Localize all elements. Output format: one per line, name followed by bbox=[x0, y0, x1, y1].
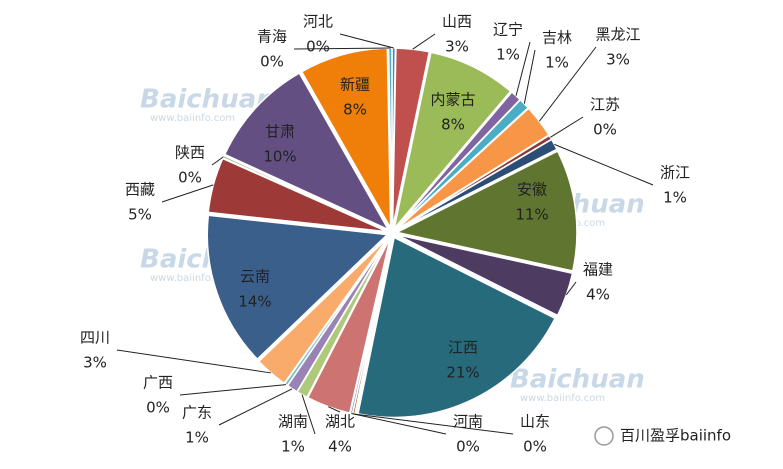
slice-value-label: 11% bbox=[515, 206, 548, 224]
slice-label: 西藏 bbox=[125, 181, 155, 199]
leader-line bbox=[179, 384, 287, 396]
slice bbox=[393, 51, 512, 229]
watermark-url: www.baiinfo.com bbox=[150, 113, 235, 124]
watermark-url: www.baiinfo.com bbox=[520, 393, 605, 404]
slice-value-label: 1% bbox=[545, 54, 569, 72]
slice-label: 湖北 bbox=[325, 413, 355, 431]
slice-label: 青海 bbox=[257, 28, 287, 46]
slice-label: 山东 bbox=[520, 413, 550, 431]
slice-value-label: 5% bbox=[128, 206, 152, 224]
slice-value-label: 0% bbox=[178, 169, 202, 187]
slice-value-label: 0% bbox=[306, 38, 330, 56]
slice-label: 广东 bbox=[182, 404, 212, 422]
slice-label: 四川 bbox=[80, 329, 110, 347]
source: 百川盈孚baiinfo bbox=[620, 427, 731, 445]
slice-value-label: 14% bbox=[238, 293, 271, 311]
slice-label: 甘肃 bbox=[265, 123, 295, 141]
slice-value-label: 21% bbox=[446, 364, 479, 382]
slice-value-label: 4% bbox=[328, 438, 352, 456]
slice-label: 陕西 bbox=[175, 144, 205, 162]
slice-label: 湖南 bbox=[278, 413, 308, 431]
slice-label: 吉林 bbox=[542, 29, 572, 47]
slice-label: 江西 bbox=[448, 339, 478, 357]
slice-value-label: 1% bbox=[663, 189, 687, 207]
leader-line bbox=[116, 349, 272, 374]
slice-value-label: 0% bbox=[523, 438, 547, 456]
slice-label: 河北 bbox=[303, 13, 333, 31]
slice-value-label: 8% bbox=[343, 101, 367, 119]
slice-value-label: 0% bbox=[593, 121, 617, 139]
leader-line bbox=[293, 47, 391, 50]
watermark-url: www.baiinfo.com bbox=[150, 273, 235, 284]
slice-value-label: 8% bbox=[441, 116, 465, 134]
slice-label: 浙江 bbox=[660, 164, 690, 182]
slice-label: 福建 bbox=[583, 261, 613, 279]
pie bbox=[206, 47, 578, 419]
slice-value-label: 10% bbox=[263, 148, 296, 166]
slice bbox=[394, 150, 578, 272]
leader-line bbox=[565, 281, 577, 296]
slice-label: 辽宁 bbox=[493, 21, 523, 39]
slice bbox=[223, 72, 391, 232]
slice-label: 云南 bbox=[240, 268, 270, 286]
slice-label: 山西 bbox=[442, 13, 472, 31]
slice-value-label: 1% bbox=[185, 429, 209, 447]
leader-line bbox=[328, 406, 341, 413]
slice bbox=[257, 236, 390, 385]
leader-line bbox=[523, 49, 536, 104]
slice-value-label: 1% bbox=[281, 438, 305, 456]
leader-line bbox=[301, 394, 316, 435]
slice-value-label: 3% bbox=[83, 354, 107, 372]
slice-label: 黑龙江 bbox=[595, 26, 640, 44]
slice bbox=[396, 233, 574, 317]
leader-line bbox=[351, 413, 447, 435]
slice-value-label: 1% bbox=[496, 46, 520, 64]
leader-line bbox=[515, 41, 531, 96]
leader-line bbox=[538, 46, 597, 122]
slice-label: 江苏 bbox=[590, 96, 620, 114]
slice-value-label: 0% bbox=[146, 399, 170, 417]
slice bbox=[206, 214, 389, 361]
slice-label: 河南 bbox=[453, 413, 483, 431]
slice-value-label: 4% bbox=[586, 286, 610, 304]
slice-label: 安徽 bbox=[517, 181, 547, 199]
leader-line bbox=[218, 388, 293, 426]
labels: 河北 0% 山西 3% 内蒙古 8% 辽宁 1% 吉林 1% 黑龙江 3% 江苏 0% 浙江 1% 安徽 11% 福… bbox=[80, 13, 690, 456]
leader-line bbox=[211, 156, 224, 166]
watermark: Baichuan bbox=[510, 365, 645, 395]
source-icon bbox=[594, 426, 614, 446]
slice-label: 新疆 bbox=[340, 76, 370, 94]
watermark: Baichuan bbox=[140, 85, 275, 115]
slice-value-label: 0% bbox=[260, 53, 284, 71]
slice bbox=[396, 138, 558, 232]
slice-value-label: 3% bbox=[445, 38, 469, 56]
leader-line bbox=[412, 33, 436, 50]
leader-line bbox=[554, 143, 654, 186]
slice-label: 内蒙古 bbox=[430, 91, 475, 109]
slice bbox=[306, 237, 392, 414]
slice-value-label: 0% bbox=[456, 438, 480, 456]
slice-value-label: 3% bbox=[606, 51, 630, 69]
leader-line bbox=[550, 116, 584, 138]
leader-line bbox=[161, 184, 214, 203]
leader-line bbox=[339, 33, 394, 49]
slice bbox=[357, 236, 557, 419]
slice-label: 广西 bbox=[143, 374, 173, 392]
leader-line bbox=[353, 413, 514, 435]
